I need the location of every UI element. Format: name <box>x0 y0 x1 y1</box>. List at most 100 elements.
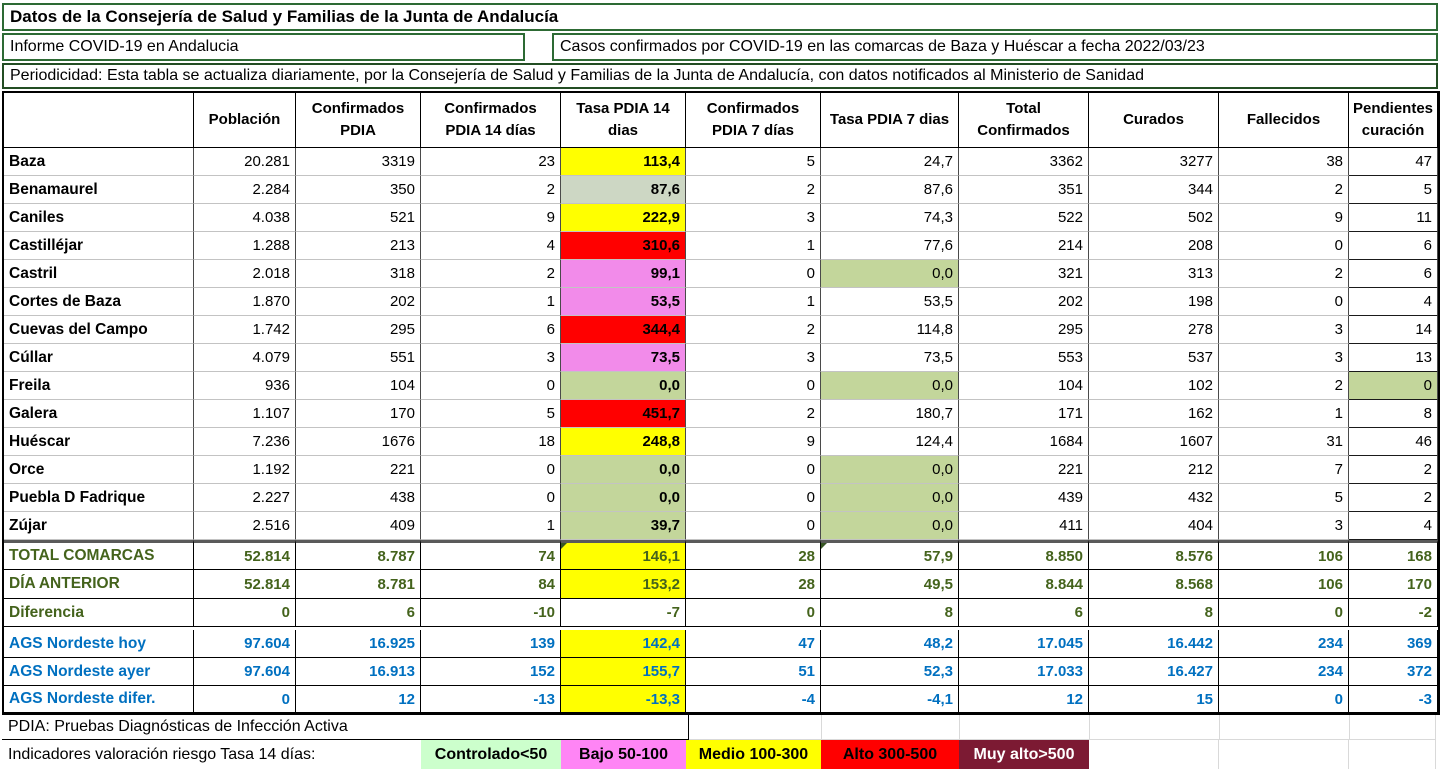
row-label[interactable]: TOTAL COMARCAS <box>4 540 194 570</box>
data-cell[interactable]: 344,4 <box>561 316 686 344</box>
data-cell[interactable]: 4 <box>421 232 561 260</box>
data-cell[interactable]: 2 <box>421 260 561 288</box>
data-cell[interactable]: 18 <box>421 428 561 456</box>
row-label[interactable]: Diferencia <box>4 599 194 627</box>
data-cell[interactable]: 0 <box>1219 288 1349 316</box>
data-cell[interactable]: -4 <box>686 686 821 713</box>
data-cell[interactable]: 171 <box>959 400 1089 428</box>
data-cell[interactable]: 7 <box>1219 456 1349 484</box>
data-cell[interactable]: 521 <box>296 204 421 232</box>
data-cell[interactable]: 155,7 <box>561 658 686 686</box>
data-cell[interactable]: 221 <box>296 456 421 484</box>
data-cell[interactable]: 2 <box>1349 456 1438 484</box>
data-cell[interactable]: 0,0 <box>561 372 686 400</box>
row-label[interactable]: Orce <box>4 456 194 484</box>
data-cell[interactable]: 8.568 <box>1089 570 1219 599</box>
empty-cell[interactable] <box>1349 740 1436 769</box>
column-header[interactable]: Tasa PDIA 7 dias <box>821 93 959 148</box>
data-cell[interactable]: 344 <box>1089 176 1219 204</box>
data-cell[interactable]: 313 <box>1089 260 1219 288</box>
data-cell[interactable]: 8 <box>821 599 959 627</box>
row-label[interactable]: DÍA ANTERIOR <box>4 570 194 599</box>
data-cell[interactable]: 369 <box>1349 630 1438 658</box>
data-cell[interactable]: 57,9 <box>821 540 959 570</box>
data-cell[interactable]: 14 <box>1349 316 1438 344</box>
data-cell[interactable]: -7 <box>561 599 686 627</box>
data-cell[interactable]: 0 <box>421 484 561 512</box>
data-cell[interactable]: 6 <box>421 316 561 344</box>
data-cell[interactable]: 350 <box>296 176 421 204</box>
data-cell[interactable]: 438 <box>296 484 421 512</box>
data-cell[interactable]: 432 <box>1089 484 1219 512</box>
data-cell[interactable]: 202 <box>959 288 1089 316</box>
data-cell[interactable]: 114,8 <box>821 316 959 344</box>
data-cell[interactable]: 74,3 <box>821 204 959 232</box>
data-cell[interactable]: 3 <box>686 344 821 372</box>
data-cell[interactable]: 212 <box>1089 456 1219 484</box>
data-cell[interactable]: 73,5 <box>821 344 959 372</box>
row-label[interactable]: Castril <box>4 260 194 288</box>
data-cell[interactable]: 87,6 <box>821 176 959 204</box>
data-cell[interactable]: 84 <box>421 570 561 599</box>
data-cell[interactable]: 2.284 <box>194 176 296 204</box>
data-cell[interactable]: 2.516 <box>194 512 296 540</box>
data-cell[interactable]: 502 <box>1089 204 1219 232</box>
data-cell[interactable]: 451,7 <box>561 400 686 428</box>
legend-label-cell[interactable]: Indicadores valoración riesgo Tasa 14 dí… <box>8 745 316 763</box>
legend-cell[interactable]: Controlado<50 <box>421 740 561 769</box>
data-cell[interactable]: 0 <box>686 456 821 484</box>
row-label[interactable]: Galera <box>4 400 194 428</box>
data-cell[interactable]: 3 <box>1219 512 1349 540</box>
data-cell[interactable]: 28 <box>686 540 821 570</box>
row-label[interactable]: Benamaurel <box>4 176 194 204</box>
data-cell[interactable]: 202 <box>296 288 421 316</box>
data-cell[interactable]: 1.870 <box>194 288 296 316</box>
data-cell[interactable]: 2 <box>1219 176 1349 204</box>
data-cell[interactable]: 411 <box>959 512 1089 540</box>
data-cell[interactable]: 97.604 <box>194 658 296 686</box>
row-label[interactable]: Cortes de Baza <box>4 288 194 316</box>
data-cell[interactable]: 5 <box>686 148 821 176</box>
data-cell[interactable]: 7.236 <box>194 428 296 456</box>
data-cell[interactable]: 1 <box>421 288 561 316</box>
data-cell[interactable]: 180,7 <box>821 400 959 428</box>
data-cell[interactable]: 9 <box>686 428 821 456</box>
data-cell[interactable]: 3 <box>686 204 821 232</box>
data-cell[interactable]: 2 <box>686 176 821 204</box>
row-label[interactable]: Cúllar <box>4 344 194 372</box>
empty-cell[interactable] <box>689 715 822 740</box>
data-cell[interactable]: 248,8 <box>561 428 686 456</box>
data-cell[interactable]: 3 <box>1219 344 1349 372</box>
data-cell[interactable]: 11 <box>1349 204 1438 232</box>
data-cell[interactable]: 8.781 <box>296 570 421 599</box>
row-label[interactable]: Cuevas del Campo <box>4 316 194 344</box>
data-cell[interactable]: 48,2 <box>821 630 959 658</box>
data-cell[interactable]: 0 <box>686 512 821 540</box>
data-cell[interactable]: 0 <box>1219 599 1349 627</box>
data-cell[interactable]: 3 <box>1219 316 1349 344</box>
column-header[interactable]: Pendientes curación <box>1349 93 1438 148</box>
data-cell[interactable]: 537 <box>1089 344 1219 372</box>
data-cell[interactable]: 1 <box>1219 400 1349 428</box>
data-cell[interactable]: 23 <box>421 148 561 176</box>
data-cell[interactable]: 0 <box>194 599 296 627</box>
data-cell[interactable]: 0,0 <box>561 456 686 484</box>
empty-cell[interactable] <box>1220 715 1350 740</box>
data-cell[interactable]: 522 <box>959 204 1089 232</box>
row-label[interactable]: Zújar <box>4 512 194 540</box>
data-cell[interactable]: 439 <box>959 484 1089 512</box>
data-cell[interactable]: 221 <box>959 456 1089 484</box>
row-label[interactable]: Huéscar <box>4 428 194 456</box>
data-cell[interactable]: 222,9 <box>561 204 686 232</box>
data-cell[interactable]: 1 <box>686 288 821 316</box>
data-cell[interactable]: 4 <box>1349 512 1438 540</box>
data-cell[interactable]: 46 <box>1349 428 1438 456</box>
data-cell[interactable]: 51 <box>686 658 821 686</box>
data-cell[interactable]: 8.850 <box>959 540 1089 570</box>
data-cell[interactable]: 2.018 <box>194 260 296 288</box>
data-cell[interactable]: 47 <box>1349 148 1438 176</box>
data-cell[interactable]: 278 <box>1089 316 1219 344</box>
data-cell[interactable]: 6 <box>296 599 421 627</box>
data-cell[interactable]: 52,3 <box>821 658 959 686</box>
row-label[interactable]: Puebla D Fadrique <box>4 484 194 512</box>
